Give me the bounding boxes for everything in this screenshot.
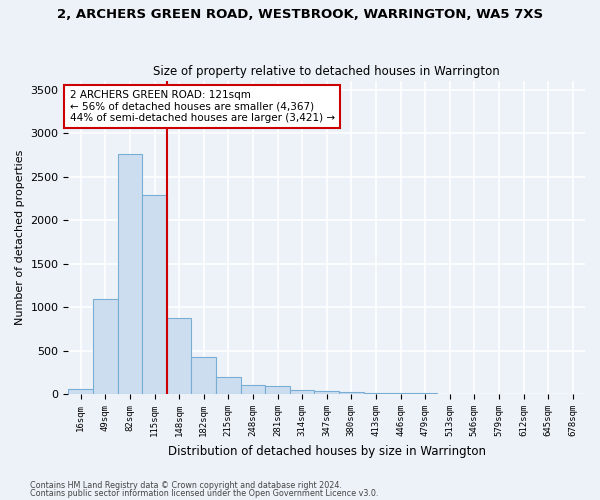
Bar	[241, 385, 265, 394]
Y-axis label: Number of detached properties: Number of detached properties	[15, 150, 25, 326]
Bar	[339, 392, 364, 394]
Text: Contains HM Land Registry data © Crown copyright and database right 2024.: Contains HM Land Registry data © Crown c…	[30, 482, 342, 490]
Bar	[167, 318, 191, 394]
Bar	[265, 386, 290, 394]
Bar	[216, 377, 241, 394]
Bar	[314, 391, 339, 394]
Bar	[388, 393, 413, 394]
Bar	[364, 392, 388, 394]
Bar	[68, 390, 93, 394]
X-axis label: Distribution of detached houses by size in Warrington: Distribution of detached houses by size …	[168, 444, 486, 458]
Bar	[93, 300, 118, 394]
Text: Contains public sector information licensed under the Open Government Licence v3: Contains public sector information licen…	[30, 489, 379, 498]
Bar	[290, 390, 314, 394]
Title: Size of property relative to detached houses in Warrington: Size of property relative to detached ho…	[154, 66, 500, 78]
Text: 2, ARCHERS GREEN ROAD, WESTBROOK, WARRINGTON, WA5 7XS: 2, ARCHERS GREEN ROAD, WESTBROOK, WARRIN…	[57, 8, 543, 20]
Bar	[191, 357, 216, 394]
Bar	[118, 154, 142, 394]
Bar	[142, 195, 167, 394]
Text: 2 ARCHERS GREEN ROAD: 121sqm
← 56% of detached houses are smaller (4,367)
44% of: 2 ARCHERS GREEN ROAD: 121sqm ← 56% of de…	[70, 90, 335, 123]
